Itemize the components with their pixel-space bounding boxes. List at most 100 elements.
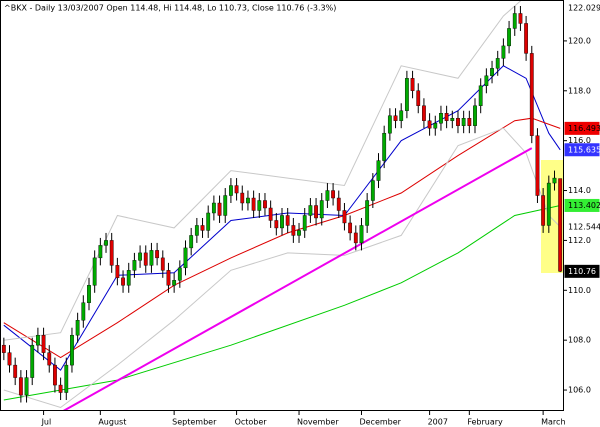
y-tick-label: 118.0 (568, 86, 591, 95)
candle-body (132, 260, 137, 271)
indicator-line (3, 127, 561, 409)
candle-body (495, 58, 500, 69)
candle-body (211, 202, 216, 214)
candle-body (399, 110, 404, 121)
candle-body (35, 334, 40, 346)
candle-body (234, 185, 239, 194)
candle-body (331, 190, 335, 199)
candle-body (422, 105, 426, 121)
indicator-line (3, 1, 522, 341)
candle-body (13, 364, 18, 378)
candle-body (138, 252, 142, 261)
candle-body (263, 200, 267, 209)
candle-body (47, 352, 52, 366)
price-label-box (564, 198, 600, 212)
x-tick-label: September (172, 418, 217, 427)
candle-body (342, 210, 347, 224)
candle-body (439, 113, 443, 124)
candle-body (512, 13, 517, 29)
candle-body (546, 182, 551, 226)
indicator-line (63, 147, 533, 410)
x-tick-label: 2007 (428, 418, 448, 427)
candle-body (41, 334, 46, 353)
candle-body (314, 205, 318, 219)
candle-body (410, 78, 415, 91)
candle-body (473, 105, 477, 126)
price-label: 110.76 (568, 267, 596, 276)
price-label: 113.402 (568, 201, 600, 210)
candle-body (87, 285, 91, 303)
price-label: 112.544 (568, 222, 600, 231)
y-tick-label: 108.0 (568, 336, 591, 345)
candle-body (58, 384, 63, 393)
y-tick-label: 106.0 (568, 386, 591, 395)
candle-body (246, 197, 250, 204)
candle-body (370, 180, 375, 201)
candle-body (98, 245, 103, 259)
x-tick-label: October (235, 418, 268, 427)
candle-body (1, 344, 6, 353)
candle-body (552, 177, 557, 184)
candle-body (126, 270, 131, 286)
candle-body (53, 364, 57, 386)
y-tick-label: 114.0 (568, 186, 591, 195)
candle-body (172, 280, 177, 286)
x-tick-label: March (541, 418, 565, 427)
candle-body (291, 225, 296, 236)
price-label-box (565, 220, 599, 233)
candle-body (427, 120, 432, 129)
candle-body (251, 197, 256, 211)
candle-body (160, 257, 165, 271)
candle-body (490, 68, 494, 77)
x-tick-label: November (297, 418, 339, 427)
price-label-box (565, 2, 599, 14)
candle-body (81, 302, 86, 321)
price-label: 122.029 (568, 4, 600, 13)
candle-body (104, 240, 108, 246)
candle-body (121, 277, 125, 286)
candle-body (478, 85, 483, 106)
candle-body (229, 185, 233, 196)
candle-body (200, 225, 205, 231)
candle-body (302, 215, 307, 231)
candle-body (524, 23, 529, 54)
price-label-box (564, 121, 600, 135)
candle-body (30, 344, 35, 378)
candle-body (155, 250, 160, 259)
candle-body (382, 132, 387, 161)
candle-body (336, 197, 341, 211)
candle-body (325, 190, 330, 201)
candle-body (64, 364, 69, 393)
x-tick-label: December (359, 418, 401, 427)
candle-body (376, 160, 381, 181)
candle-body (18, 377, 23, 396)
indicator-line (3, 205, 561, 401)
candle-body (297, 230, 301, 236)
candle-body (433, 123, 438, 129)
price-label-box (564, 143, 600, 157)
candle-body (348, 222, 353, 234)
candle-body (217, 202, 222, 216)
candle-body (365, 200, 370, 226)
candle-body (143, 252, 148, 266)
candle-body (206, 212, 211, 231)
candle-body (240, 192, 245, 204)
chart-title: ^BKX - Daily 13/03/2007 Open 114.48, Hi … (4, 4, 336, 13)
candle-body (518, 13, 523, 24)
y-tick-label: 116.0 (568, 136, 591, 145)
candle-body (535, 135, 540, 196)
candle-body (461, 118, 466, 126)
candle-body (359, 225, 364, 244)
candle-body (319, 200, 324, 219)
candle-body (541, 195, 546, 226)
candle-body (115, 265, 120, 279)
candle-body (183, 247, 188, 269)
candle-body (404, 78, 409, 111)
y-tick-label: 120.0 (568, 36, 591, 45)
candle-body (501, 45, 506, 59)
highlight-box (541, 160, 563, 273)
candle-body (109, 240, 114, 266)
candle-body (444, 113, 449, 121)
x-tick-label: February (467, 418, 503, 427)
candle-body (308, 205, 313, 216)
